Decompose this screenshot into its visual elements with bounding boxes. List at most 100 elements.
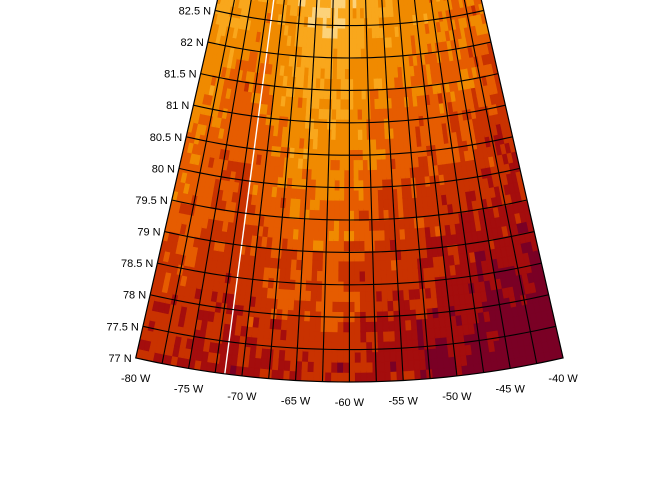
raster-cell: [374, 0, 379, 8]
raster-cell: [366, 0, 372, 9]
raster-cell: [353, 148, 359, 161]
raster-cell: [352, 6, 358, 19]
raster-cell: [349, 87, 354, 100]
raster-cell: [343, 350, 350, 363]
raster-cell: [319, 0, 325, 8]
raster-cell: [327, 269, 334, 282]
raster-cell: [349, 67, 354, 80]
raster-cell: [326, 320, 333, 333]
raster-cell: [339, 148, 346, 161]
raster-cell: [223, 0, 231, 6]
meridian-line: [397, 0, 431, 379]
raster-cell: [325, 360, 333, 373]
raster-cell: [338, 0, 343, 9]
raster-cell: [353, 117, 359, 130]
raster-cell: [359, 229, 366, 242]
raster-cell: [254, 0, 261, 2]
raster-cell: [341, 36, 346, 49]
raster-cell: [349, 198, 355, 211]
meridian-line: [214, 0, 269, 373]
raster-cell: [349, 117, 355, 130]
raster-cell: [354, 370, 362, 383]
raster-cell: [333, 218, 340, 232]
raster-cell: [454, 0, 461, 9]
raster-cell: [384, 0, 390, 8]
meridian-line: [381, 0, 404, 381]
raster-cell: [353, 67, 358, 80]
raster-cell: [356, 46, 362, 59]
raster-cell: [359, 289, 367, 302]
raster-cell: [353, 127, 359, 140]
raster-cell: [331, 117, 337, 130]
latitude-label: 77.5 N: [106, 321, 138, 333]
raster-cell: [354, 259, 361, 272]
raster-cell: [325, 350, 333, 363]
raster-cell: [339, 178, 346, 191]
raster-cell: [353, 168, 360, 181]
meridian-line: [295, 0, 318, 381]
raster-cell: [238, 0, 245, 9]
raster-cell: [331, 340, 339, 353]
raster-cell: [343, 320, 350, 333]
raster-cell: [337, 26, 343, 39]
raster-cell: [241, 0, 249, 10]
raster-cell: [399, 0, 405, 7]
latitude-label: 82.5 N: [179, 6, 211, 18]
latitude-label: 80 N: [152, 163, 175, 175]
meridian-line: [241, 0, 285, 377]
raster-cell: [321, 147, 328, 160]
raster-cell: [340, 127, 346, 140]
raster-cell: [333, 36, 339, 49]
raster-cell: [363, 198, 370, 211]
raster-cell: [361, 107, 368, 120]
raster-cell: [343, 249, 350, 262]
raster-cell: [333, 26, 339, 39]
raster-cell: [333, 239, 340, 252]
raster-cell: [332, 299, 339, 313]
longitude-label: -75 W: [174, 383, 204, 395]
raster-cell: [363, 178, 369, 191]
raster-cell: [344, 198, 350, 211]
raster-cell: [333, 259, 340, 272]
raster-cell: [472, 0, 479, 6]
raster-cell: [349, 57, 354, 70]
raster-cell: [366, 370, 374, 383]
raster-cell: [364, 259, 371, 272]
raster-cell: [333, 46, 339, 59]
raster-cell: [362, 117, 368, 130]
raster-cell: [353, 137, 359, 151]
raster-cell: [343, 239, 350, 252]
raster-cell: [330, 168, 336, 181]
raster-cell: [329, 188, 336, 201]
raster-cell: [366, 360, 374, 373]
raster-cell: [349, 289, 356, 302]
raster-cell: [337, 330, 345, 343]
raster-cell: [353, 198, 360, 211]
raster-cell: [353, 87, 359, 100]
raster-cell: [337, 6, 343, 19]
longitude-label: -80 W: [121, 373, 151, 385]
raster-cell: [327, 0, 332, 9]
raster-cell: [337, 16, 343, 29]
raster-cell: [330, 158, 337, 171]
raster-cell: [337, 370, 344, 383]
raster-cell: [325, 370, 333, 383]
raster-cell: [349, 77, 354, 90]
raster-cell: [438, 0, 445, 2]
latitude-label: 79.5 N: [135, 195, 167, 207]
raster-cell: [358, 178, 365, 191]
raster-cell: [336, 67, 342, 80]
raster-cell: [343, 310, 350, 323]
raster-cell: [343, 219, 350, 232]
raster-cell: [359, 269, 366, 282]
raster-cell: [337, 340, 345, 353]
raster-cell: [338, 239, 345, 252]
raster-cell: [356, 0, 361, 9]
raster-cell: [333, 229, 340, 242]
raster-cell: [357, 127, 364, 140]
raster-cell: [344, 107, 350, 120]
raster-cell: [335, 127, 341, 140]
raster-cell: [349, 97, 355, 110]
raster-cell: [427, 0, 434, 3]
